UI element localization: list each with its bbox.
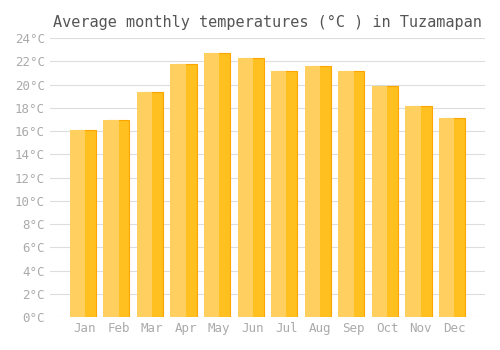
Bar	[439, 118, 454, 317]
Bar	[170, 64, 186, 317]
Bar	[276, 71, 297, 317]
Bar	[376, 86, 398, 317]
Bar	[406, 106, 420, 317]
Title: Average monthly temperatures (°C ) in Tuzamapan: Average monthly temperatures (°C ) in Tu…	[53, 15, 482, 30]
Bar	[309, 66, 331, 317]
Bar	[242, 58, 264, 317]
Bar	[141, 92, 163, 317]
Bar	[137, 92, 152, 317]
Bar	[208, 53, 230, 317]
Bar	[271, 71, 286, 317]
Bar	[342, 71, 364, 317]
Bar	[70, 130, 85, 317]
Bar	[108, 119, 130, 317]
Bar	[410, 106, 432, 317]
Bar	[74, 130, 96, 317]
Bar	[338, 71, 353, 317]
Bar	[238, 58, 253, 317]
Bar	[204, 53, 219, 317]
Bar	[372, 86, 387, 317]
Bar	[304, 66, 320, 317]
Bar	[103, 119, 118, 317]
Bar	[444, 118, 465, 317]
Bar	[174, 64, 197, 317]
